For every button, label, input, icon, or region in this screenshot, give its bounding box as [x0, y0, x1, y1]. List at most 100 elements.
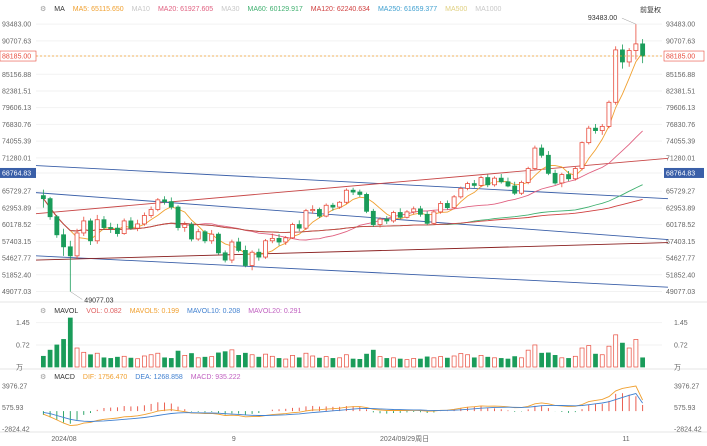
current-price-label-left: 88185.00	[2, 54, 31, 61]
candle-body	[168, 201, 174, 208]
x-tick-label: 9	[232, 436, 236, 443]
volume-bar	[545, 352, 551, 368]
volume-bar	[135, 358, 141, 368]
candle-body	[290, 224, 295, 239]
candle-body	[148, 209, 154, 216]
volume-bar	[168, 358, 174, 368]
volume-bar	[283, 358, 289, 368]
candle-body	[182, 224, 188, 228]
ma20-label: MA20: 61927.605	[157, 5, 214, 13]
candle-body	[350, 189, 356, 193]
volume-bar	[519, 357, 524, 368]
volume-bar	[357, 358, 363, 368]
trend-line-mid	[35, 192, 669, 241]
volume-bar	[330, 358, 336, 368]
candle-body	[323, 204, 329, 217]
settings-icon[interactable]: ⚙	[40, 374, 47, 381]
volume-bar	[182, 355, 188, 368]
candle-body	[418, 208, 423, 215]
y-tick-label-left: 93483.00	[2, 22, 31, 29]
support-line	[35, 242, 669, 261]
settings-icon[interactable]: ⚙	[40, 308, 47, 315]
volume-tick-label-left: 万	[16, 364, 23, 372]
candle-body	[384, 218, 390, 222]
volume-bar	[599, 354, 605, 368]
candle-body	[485, 177, 491, 186]
y-tick-label-left: 65729.27	[2, 189, 31, 196]
volume-bar	[94, 352, 100, 368]
candle-body	[599, 125, 605, 132]
volume-bar	[175, 350, 181, 368]
candle-body	[633, 43, 639, 51]
candle-body	[249, 251, 255, 266]
low-annotation-pointer	[70, 291, 83, 300]
volume-indicator-label[interactable]: MAVOL	[54, 307, 79, 315]
candle-body	[438, 203, 444, 213]
volume-bar	[485, 356, 491, 368]
volume-bar	[586, 345, 592, 368]
ma5-label: MA5: 65115.650	[72, 5, 124, 13]
volume-bar	[229, 349, 235, 368]
volume-bar	[391, 357, 396, 368]
volume-bar	[418, 358, 423, 368]
volume-bar	[431, 357, 437, 368]
volume-bar	[640, 357, 646, 368]
candle-body	[263, 240, 268, 258]
y-tick-label-right: 79606.13	[666, 105, 695, 112]
volume-bar	[397, 358, 403, 368]
volume-bar	[377, 356, 383, 368]
volume-bar	[303, 352, 309, 368]
trend-line-rising	[35, 157, 669, 215]
crosshair-label-right: 68764.83	[666, 170, 695, 177]
current-price-label-right: 88185.00	[666, 54, 695, 61]
dea-label: DEA: 1268.858	[135, 373, 183, 381]
y-tick-label-right: 49077.03	[666, 289, 695, 296]
ma120-label: MA120: 62240.634	[310, 5, 370, 13]
volume-bar	[370, 349, 376, 368]
candle-body	[337, 201, 343, 208]
candle-body	[61, 234, 66, 248]
volume-bar	[54, 344, 60, 368]
macd-tick-label-right: 575.93	[674, 405, 696, 412]
macd-tick-label-left: 575.93	[2, 405, 24, 412]
main-indicator-label[interactable]: MA	[54, 5, 65, 13]
adjust-mode[interactable]: 前复权	[640, 5, 661, 15]
adjust-label[interactable]: 前复权	[640, 7, 661, 14]
current-price-tag-right	[663, 50, 705, 62]
volume-bar	[525, 349, 531, 368]
candle-body	[162, 199, 167, 203]
y-tick-label-right: 90707.63	[666, 38, 695, 45]
candle-body	[404, 211, 410, 218]
candle-body	[276, 237, 282, 243]
volume-bar	[498, 358, 504, 368]
volume-bar	[276, 358, 282, 368]
volume-legend: ⚙ MAVOL VOL: 0.082 MAVOL5: 0.199 MAVOL10…	[40, 307, 301, 316]
candle-body	[94, 219, 100, 242]
volume-bar	[465, 354, 470, 368]
candle-body	[606, 101, 612, 127]
candle-body	[67, 246, 73, 257]
y-tick-label-right: 82381.51	[666, 88, 695, 95]
volume-bar	[539, 352, 545, 368]
candle-body	[189, 224, 194, 240]
y-tick-label-right: 74055.39	[666, 139, 695, 146]
macd-indicator-label[interactable]: MACD	[54, 373, 75, 381]
volume-bar	[101, 357, 107, 368]
candle-body	[40, 195, 46, 200]
volume-bar	[458, 353, 464, 368]
candle-body	[431, 211, 437, 224]
macd-value-label: MACD: 935.222	[190, 373, 241, 381]
volume-bar	[269, 355, 275, 368]
candle-body	[269, 237, 275, 242]
volume-bar	[61, 339, 66, 368]
volume-tick-label-right: 万	[674, 364, 681, 372]
volume-tick-label-right: 1.45	[674, 320, 688, 327]
volume-bar	[626, 347, 632, 368]
candle-body	[492, 177, 497, 186]
macd-dif-line	[43, 385, 644, 427]
settings-icon[interactable]: ⚙	[40, 6, 47, 13]
volume-bar	[209, 356, 215, 368]
candle-body	[370, 210, 376, 225]
x-tick-label: 11	[622, 436, 629, 443]
